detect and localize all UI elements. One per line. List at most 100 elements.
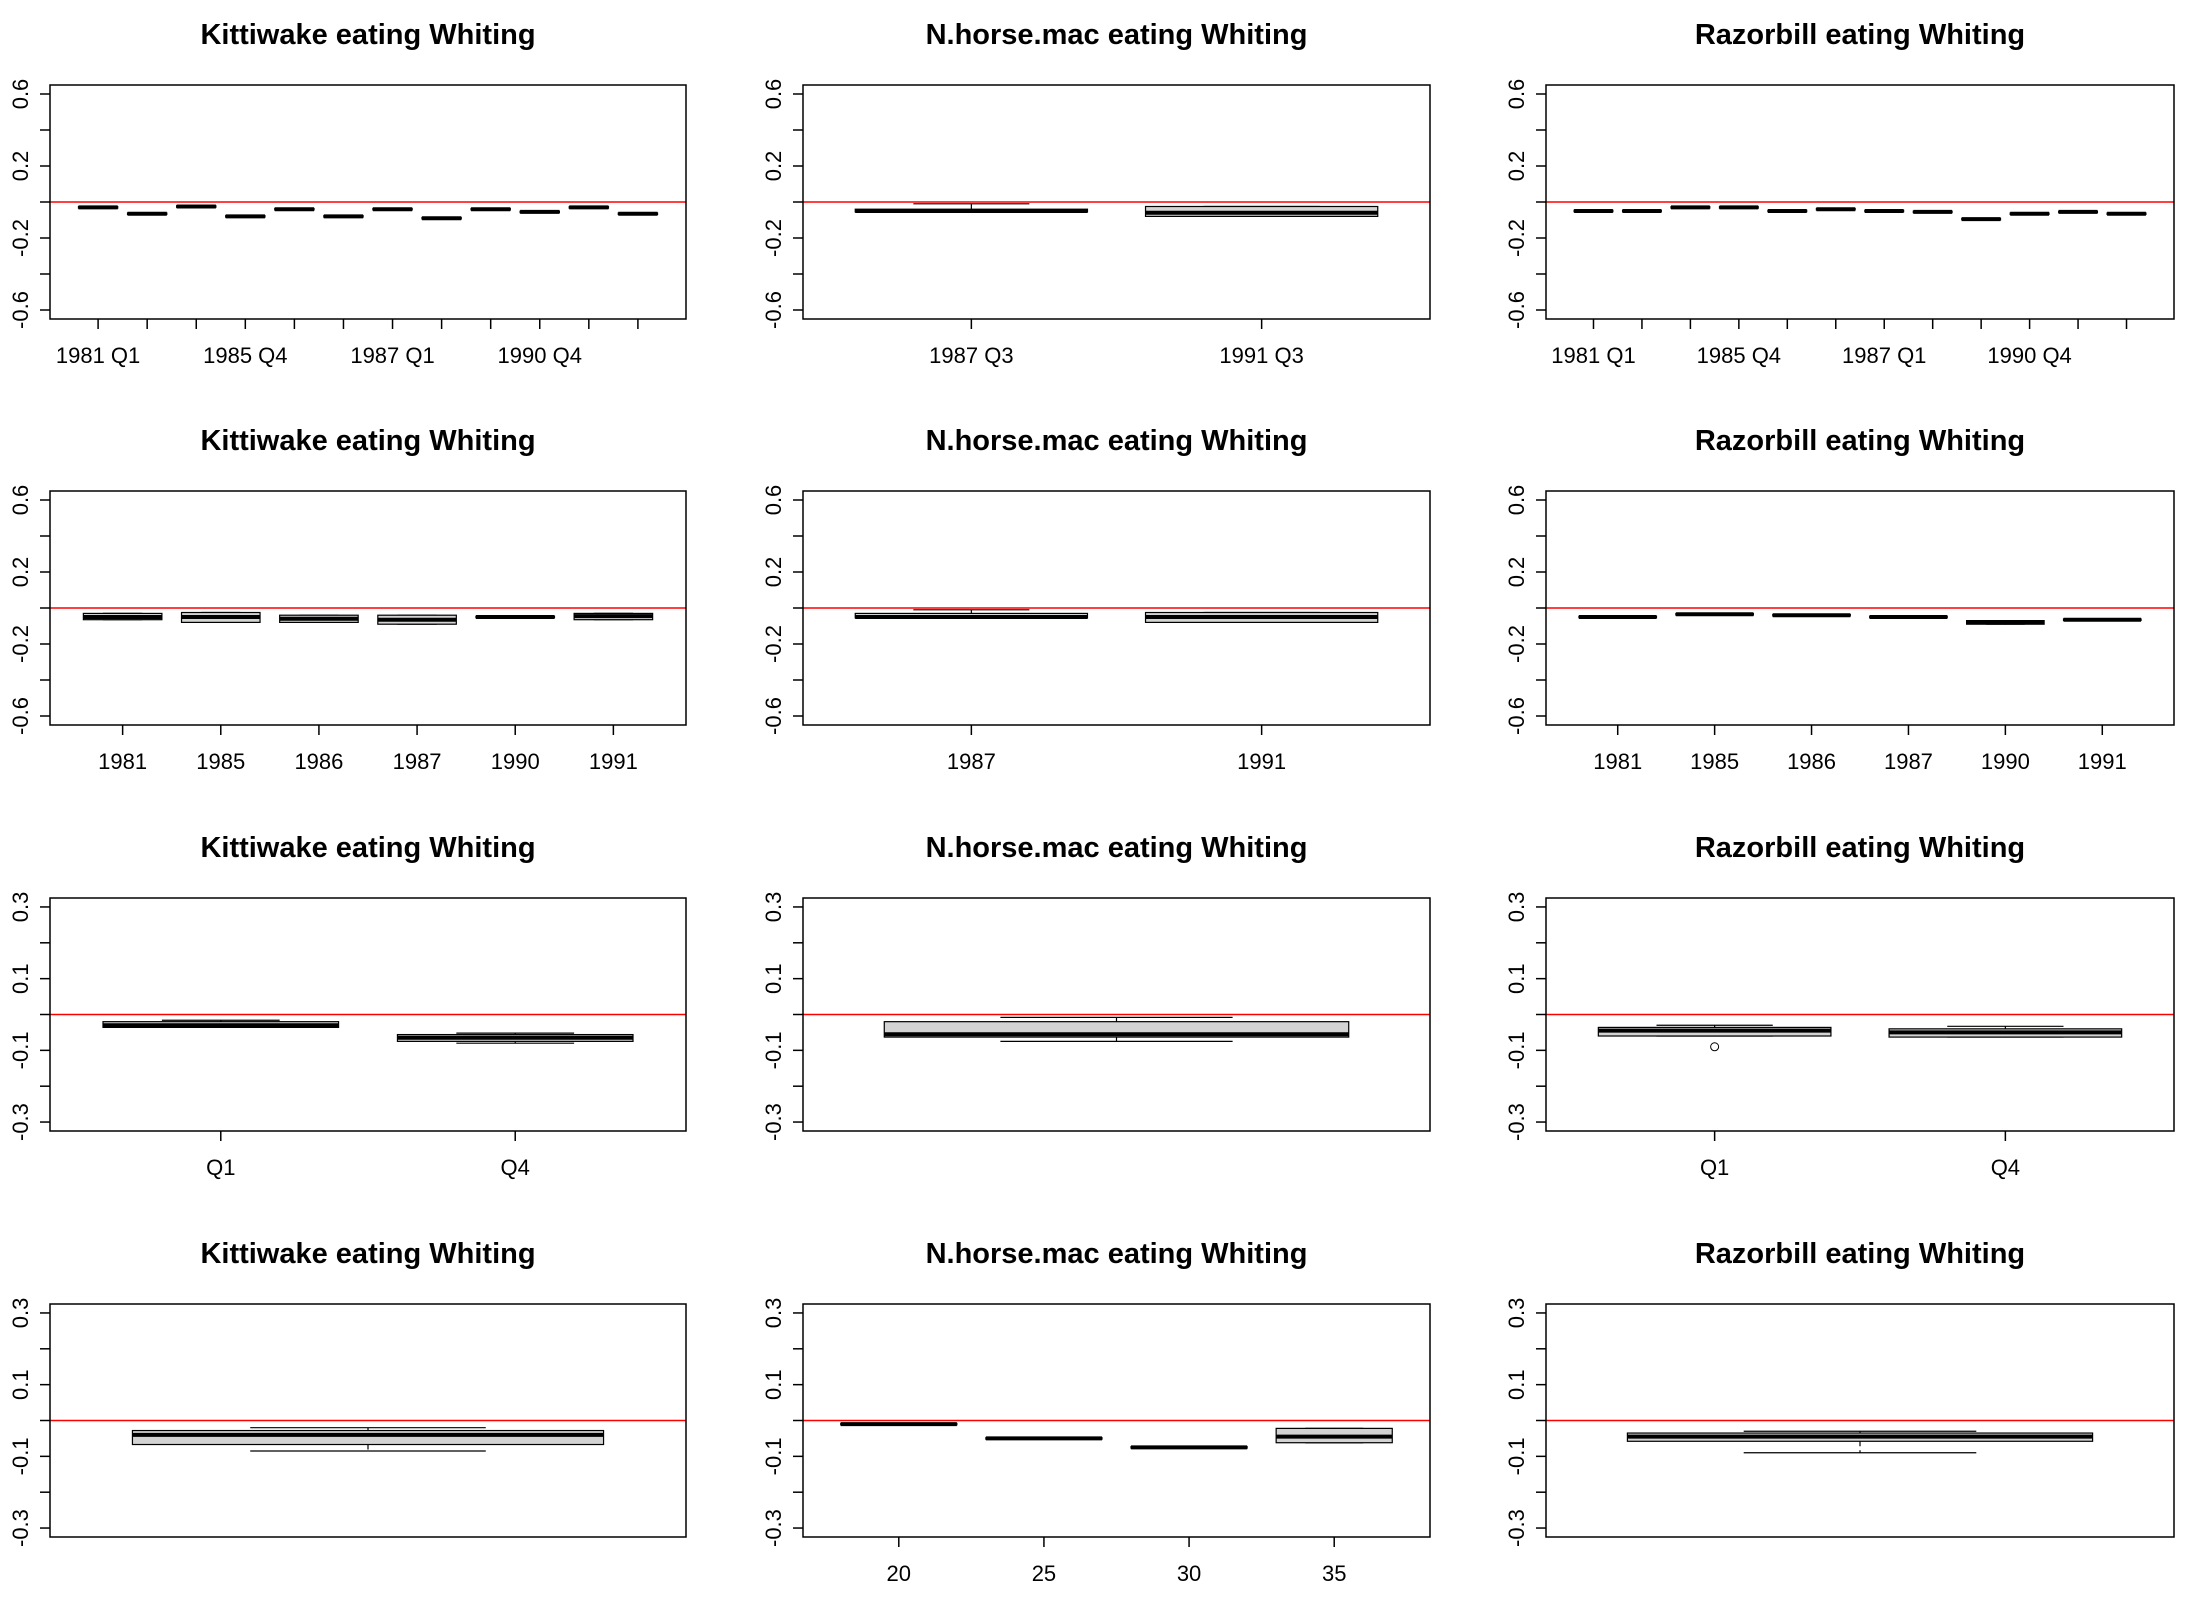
y-tick-label: 0.2 <box>8 151 33 182</box>
plot-frame <box>49 84 687 320</box>
y-tick-label: 0.1 <box>1504 963 1529 994</box>
x-tick-label: 1981 Q1 <box>56 343 140 368</box>
x-tick-label: 20 <box>887 1561 911 1586</box>
x-tick-label: 1990 <box>1981 749 2030 774</box>
y-tick-label: -0.1 <box>761 1031 786 1069</box>
y-tick-label: 0.6 <box>1504 485 1529 516</box>
y-tick-label: -0.6 <box>761 291 786 329</box>
y-tick-label: 0.3 <box>8 892 33 923</box>
y-tick-label: -0.6 <box>8 697 33 735</box>
x-tick-label: 1987 Q1 <box>1842 343 1926 368</box>
x-tick-label: Q4 <box>1991 1155 2020 1180</box>
y-tick-label: -0.3 <box>8 1509 33 1547</box>
y-tick-label: -0.2 <box>1504 625 1529 663</box>
panel-title: Razorbill eating Whiting <box>1695 832 2025 864</box>
x-tick-label: 35 <box>1322 1561 1346 1586</box>
x-tick-label: 1991 <box>1237 749 1286 774</box>
panel-title: N.horse.mac eating Whiting <box>926 425 1308 457</box>
y-tick-label: 0.2 <box>1504 151 1529 182</box>
x-tick-label: 1986 <box>1787 749 1836 774</box>
x-tick-label: 1990 <box>491 749 540 774</box>
y-tick-label: 0.6 <box>761 485 786 516</box>
plot-frame <box>49 897 687 1132</box>
y-tick-label: 0.3 <box>761 1298 786 1329</box>
y-tick-label: -0.2 <box>8 219 33 257</box>
y-tick-label: -0.6 <box>1504 697 1529 735</box>
x-tick-label: 1985 <box>196 749 245 774</box>
x-tick-label: 25 <box>1032 1561 1056 1586</box>
x-tick-label: 1985 Q4 <box>203 343 287 368</box>
y-tick-label: 0.2 <box>761 557 786 588</box>
y-tick-label: -0.3 <box>1504 1103 1529 1141</box>
y-tick-label: -0.2 <box>1504 219 1529 257</box>
box <box>131 1429 605 1446</box>
x-tick-label: 1991 <box>589 749 638 774</box>
y-tick-label: -0.1 <box>761 1437 786 1475</box>
y-tick-label: 0.6 <box>1504 79 1529 110</box>
y-tick-label: 0.2 <box>8 557 33 588</box>
x-tick-label: 1991 <box>2078 749 2127 774</box>
y-tick-label: -0.3 <box>8 1103 33 1141</box>
y-tick-label: 0.1 <box>761 1369 786 1400</box>
y-tick-label: 0.1 <box>8 1369 33 1400</box>
panel-title: Kittiwake eating Whiting <box>200 19 535 51</box>
y-tick-label: -0.3 <box>1504 1509 1529 1547</box>
y-tick-label: 0.3 <box>1504 892 1529 923</box>
y-tick-label: -0.2 <box>8 625 33 663</box>
x-tick-label: 1990 Q4 <box>498 343 582 368</box>
panel-title: Razorbill eating Whiting <box>1695 425 2025 457</box>
y-tick-label: -0.2 <box>761 625 786 663</box>
y-tick-label: 0.3 <box>8 1298 33 1329</box>
y-tick-label: -0.1 <box>1504 1031 1529 1069</box>
y-tick-label: 0.1 <box>1504 1369 1529 1400</box>
y-tick-label: -0.2 <box>761 219 786 257</box>
panel-title: N.horse.mac eating Whiting <box>926 832 1308 864</box>
y-tick-label: 0.3 <box>1504 1298 1529 1329</box>
y-tick-label: -0.1 <box>8 1031 33 1069</box>
plot-frame <box>49 1303 687 1538</box>
y-tick-label: 0.6 <box>8 79 33 110</box>
plot-frame <box>1545 1303 2175 1538</box>
y-tick-label: 0.1 <box>761 963 786 994</box>
x-tick-label: 1990 Q4 <box>1987 343 2071 368</box>
x-tick-label: Q1 <box>1700 1155 1729 1180</box>
x-tick-label: 1987 <box>947 749 996 774</box>
x-tick-label: 1981 <box>98 749 147 774</box>
x-tick-label: 1987 Q1 <box>350 343 434 368</box>
x-tick-label: 1986 <box>294 749 343 774</box>
x-tick-label: 1985 <box>1690 749 1739 774</box>
x-tick-label: 1987 <box>393 749 442 774</box>
y-tick-label: 0.2 <box>1504 557 1529 588</box>
x-tick-label: 1987 Q3 <box>929 343 1013 368</box>
x-tick-label: 1987 <box>1884 749 1933 774</box>
x-tick-label: 30 <box>1177 1561 1201 1586</box>
y-tick-label: 0.6 <box>8 485 33 516</box>
plot-frame <box>1545 84 2175 320</box>
plot-frame <box>49 490 687 726</box>
y-tick-label: -0.3 <box>761 1509 786 1547</box>
plot-frame <box>802 490 1431 726</box>
y-tick-label: -0.3 <box>761 1103 786 1141</box>
plot-frame <box>802 84 1431 320</box>
y-tick-label: 0.2 <box>761 151 786 182</box>
x-tick-label: 1991 Q3 <box>1219 343 1303 368</box>
y-tick-label: -0.1 <box>8 1437 33 1475</box>
plot-frame <box>1545 897 2175 1132</box>
y-tick-label: -0.1 <box>1504 1437 1529 1475</box>
panel-title: Razorbill eating Whiting <box>1695 19 2025 51</box>
x-tick-label: Q1 <box>206 1155 235 1180</box>
outlier <box>1710 1042 1720 1052</box>
plot-frame <box>1545 490 2175 726</box>
y-tick-label: -0.6 <box>761 697 786 735</box>
panel-title: N.horse.mac eating Whiting <box>926 1238 1308 1270</box>
y-tick-label: 0.3 <box>761 892 786 923</box>
x-tick-label: Q4 <box>501 1155 530 1180</box>
x-tick-label: 1981 <box>1593 749 1642 774</box>
y-tick-label: 0.1 <box>8 963 33 994</box>
plot-frame <box>802 897 1431 1132</box>
panel-title: Razorbill eating Whiting <box>1695 1238 2025 1270</box>
x-tick-label: 1981 Q1 <box>1551 343 1635 368</box>
panel-title: N.horse.mac eating Whiting <box>926 19 1308 51</box>
